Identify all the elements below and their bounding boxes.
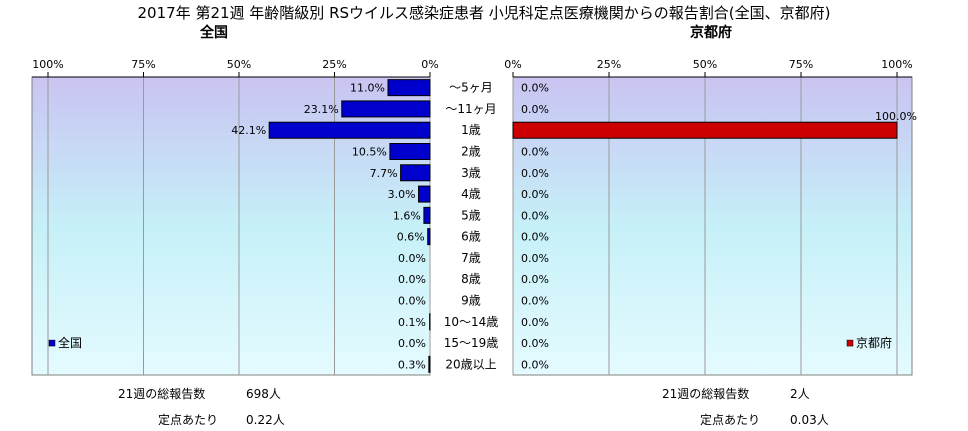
kyoto-plot-background	[512, 76, 913, 376]
national-legend-label: 全国	[58, 335, 82, 350]
kyoto-data-label: 0.0%	[521, 146, 549, 159]
kyoto-data-label: 0.0%	[521, 82, 549, 95]
kyoto-data-label: 0.0%	[521, 337, 549, 350]
kyoto-data-label: 0.0%	[521, 103, 549, 116]
kyoto-tick-label: 25%	[597, 58, 621, 71]
kyoto-data-label: 0.0%	[521, 167, 549, 180]
kyoto-data-label: 0.0%	[521, 231, 549, 244]
national-per-label: 定点あたり	[158, 413, 219, 427]
category-label: 2歳	[461, 145, 481, 159]
national-bar	[341, 100, 431, 118]
national-data-label: 7.7%	[370, 167, 398, 180]
national-total-value: 698人	[246, 387, 281, 401]
national-data-label: 0.0%	[398, 252, 426, 265]
category-label: 9歳	[461, 294, 481, 308]
national-tick-label: 25%	[322, 58, 346, 71]
national-per-value: 0.22人	[246, 413, 285, 427]
category-label: 3歳	[461, 166, 481, 180]
national-data-label: 1.6%	[393, 209, 421, 222]
kyoto-data-label: 0.0%	[521, 316, 549, 329]
national-plot: 100% 75% 50% 25% 0% 11.0% 23.1% 42.1% 10.5% 7.7% 3…	[31, 58, 439, 376]
kyoto-tick-label: 75%	[789, 58, 813, 71]
national-tick-label: 75%	[131, 58, 155, 71]
national-bar	[428, 355, 431, 373]
kyoto-per-label: 定点あたり	[700, 413, 761, 427]
kyoto-tick-label: 50%	[693, 58, 717, 71]
national-data-label: 0.1%	[398, 316, 426, 329]
national-bar	[387, 79, 431, 97]
chart-title: 2017年 第21週 年齢階級別 RSウイルス感染症患者 小児科定点医療機関から…	[137, 4, 831, 22]
national-tick-label: 0%	[421, 58, 438, 71]
national-bar	[400, 164, 431, 182]
kyoto-tick-label: 0%	[504, 58, 521, 71]
kyoto-plot: 0% 25% 50% 75% 100% 0.0% 0.0% 100.0% 0.0% 0.0% 0.0…	[504, 58, 917, 376]
category-label: 5歳	[461, 208, 481, 222]
national-data-label: 3.0%	[388, 188, 416, 201]
national-tick-label: 50%	[227, 58, 251, 71]
kyoto-total-label: 21週の総報告数	[662, 387, 750, 401]
national-data-label: 0.0%	[398, 295, 426, 308]
national-data-label: 0.0%	[398, 273, 426, 286]
national-bar	[389, 143, 431, 160]
category-label: 1歳	[461, 123, 481, 137]
kyoto-data-label: 0.0%	[521, 188, 549, 201]
national-bar	[268, 121, 431, 139]
national-data-label: 42.1%	[231, 124, 266, 137]
kyoto-data-label: 100.0%	[875, 110, 917, 123]
national-data-label: 0.0%	[398, 337, 426, 350]
national-plot-background	[31, 76, 431, 376]
national-total-label: 21週の総報告数	[118, 387, 206, 401]
kyoto-legend-label: 京都府	[856, 335, 892, 350]
kyoto-panel-title: 京都府	[690, 25, 732, 41]
category-label: ～5ヶ月	[449, 81, 493, 95]
national-panel-title: 全国	[200, 25, 228, 41]
kyoto-per-value: 0.03人	[790, 413, 829, 427]
category-label: 6歳	[461, 230, 481, 244]
national-data-label: 0.3%	[398, 358, 426, 371]
kyoto-data-label: 0.0%	[521, 273, 549, 286]
category-label: 4歳	[461, 187, 481, 201]
national-data-label: 11.0%	[350, 82, 385, 95]
national-data-label: 0.6%	[397, 231, 425, 244]
kyoto-data-label: 0.0%	[521, 252, 549, 265]
category-label: 7歳	[461, 251, 481, 265]
kyoto-legend-swatch	[846, 339, 854, 347]
category-label: 8歳	[461, 272, 481, 286]
national-data-label: 23.1%	[304, 103, 339, 116]
national-bar	[423, 206, 431, 224]
kyoto-tick-label: 100%	[881, 58, 912, 71]
category-label: 20歳以上	[445, 357, 496, 371]
kyoto-data-label: 0.0%	[521, 209, 549, 222]
kyoto-data-label: 0.0%	[521, 358, 549, 371]
national-tick-label: 100%	[32, 58, 63, 71]
national-bar	[427, 228, 431, 246]
category-label: ～11ヶ月	[445, 102, 496, 116]
kyoto-data-label: 0.0%	[521, 295, 549, 308]
kyoto-bar	[512, 121, 898, 139]
national-legend-swatch	[48, 339, 56, 347]
national-bar	[418, 185, 431, 203]
category-label: 15～19歳	[444, 336, 499, 350]
category-label: 10～14歳	[444, 315, 499, 329]
kyoto-total-value: 2人	[790, 387, 810, 401]
category-labels: ～5ヶ月 ～11ヶ月 1歳 2歳 3歳 4歳 5歳 6歳 7歳 8歳 9歳 10～14歳 15～19歳 2…	[444, 81, 499, 372]
national-data-label: 10.5%	[352, 146, 387, 159]
